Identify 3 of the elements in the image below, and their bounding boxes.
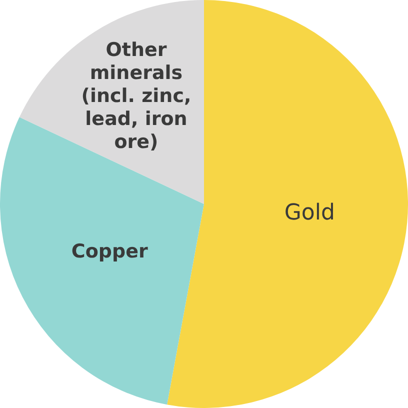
slice-label: Gold: [284, 200, 335, 226]
slice-label: Copper: [71, 240, 148, 262]
slice-label: Other minerals (incl. zinc, lead, iron ore): [81, 39, 192, 154]
